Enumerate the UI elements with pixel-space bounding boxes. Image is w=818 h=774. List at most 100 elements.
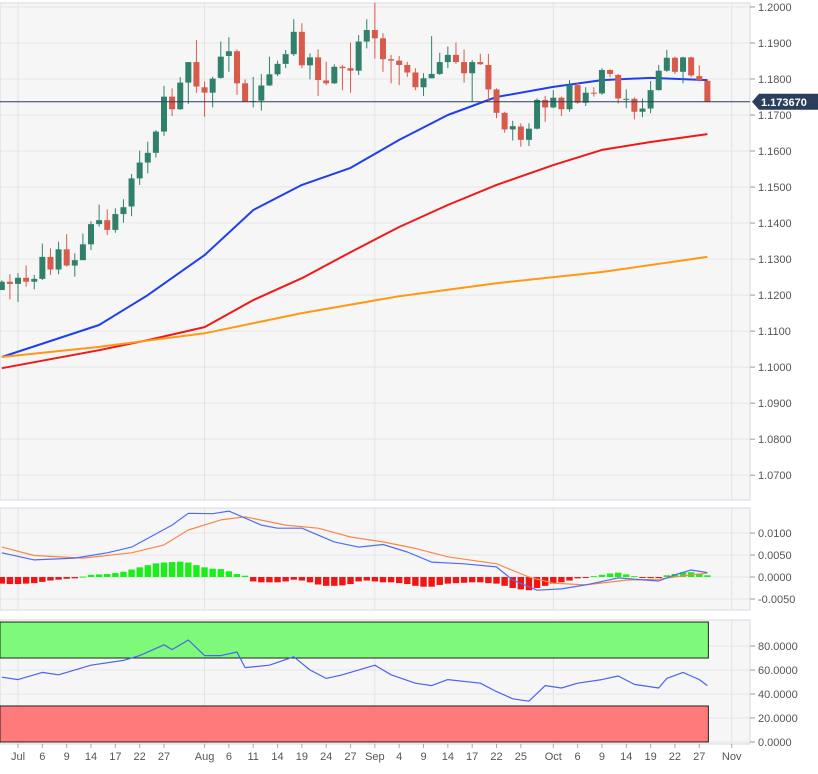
macd-histogram-bar-negative [323,577,330,586]
candle-up [152,131,159,153]
macd-histogram-bar-negative [6,577,14,585]
macd-histogram-bar-negative [298,577,306,581]
macd-histogram-bar-negative [274,577,281,583]
x-tick-label: Jul [11,751,25,763]
macd-histogram-bar-negative [282,577,289,582]
macd-histogram-bar-negative [71,577,78,579]
x-tick-label: 6 [39,751,45,763]
macd-histogram-bar-negative [31,577,38,584]
x-tick-label: 17 [466,751,478,763]
price-y-tick-label: 1.1500 [758,182,792,194]
macd-histogram-bar-negative [493,577,500,584]
macd-histogram-bar-positive [704,575,711,578]
macd-histogram-bar-negative [509,577,516,589]
macd-histogram-bar-negative [363,577,370,581]
ma-fast-line [1,76,708,358]
x-tick-label: 19 [644,751,656,763]
x-tick-label: 6 [226,751,232,763]
macd-histogram-bar-negative [258,577,265,583]
candle-down [315,57,322,81]
candle-up [39,256,46,279]
candle-down [298,31,305,66]
price-y-tick-label: 1.1800 [758,74,792,86]
candle-up [185,62,192,83]
macd-histogram-bar-negative [339,577,346,586]
x-tick-label: 14 [620,751,632,763]
candle-up [428,73,435,79]
candle-down [193,62,200,87]
candle-down [404,64,411,73]
candle-up [582,92,589,103]
candle-up [274,63,281,75]
macd-histogram-bar-negative [582,577,589,579]
x-tick-label: Nov [722,751,742,763]
candle-down [47,256,54,270]
candle-up [598,69,605,94]
candle-up [217,56,224,78]
candle-down [104,220,111,230]
macd-histogram-bar-negative [468,577,476,583]
candle-up [509,126,516,130]
x-tick-label: 27 [693,751,705,763]
macd-histogram-bar-negative [290,577,297,580]
price-y-tick-label: 1.0800 [758,434,792,446]
x-tick-label: 25 [515,751,527,763]
macd-y-tick-label: 0.0100 [758,528,792,540]
candle-up [71,260,78,266]
macd-histogram-bar-negative [371,577,379,582]
price-y-tick-label: 1.2000 [758,2,792,14]
candle-up [282,54,289,64]
macd-histogram-bar-negative [395,577,403,584]
candle-up [209,78,216,93]
macd-histogram-bar-positive [152,563,160,578]
candle-down [339,66,346,69]
candle-down [696,76,703,81]
price-y-tick-label: 1.1600 [758,146,792,158]
macd-histogram-bar-positive [136,567,143,578]
x-tick-label: 27 [344,751,356,763]
macd-histogram-bar-negative [574,577,581,579]
ma-mid-line [1,133,708,370]
rsi-overbought-zone [0,621,709,659]
macd-histogram-bar-positive [177,561,184,578]
macd-histogram-bar-positive [201,567,208,578]
candle-up [436,62,443,74]
macd-histogram-bar-positive [590,576,598,578]
price-y-tick-label: 1.0900 [758,398,792,410]
macd-histogram-bar-negative [47,577,54,581]
candle-down [704,80,711,103]
macd-histogram-bar-negative [566,577,573,581]
last-price-badge [752,93,818,110]
candle-up [120,207,127,215]
candle-down [396,60,403,65]
price-y-tick-label: 1.1200 [758,290,792,302]
macd-histogram-bar-negative [436,577,443,585]
candle-up [0,281,5,291]
rsi-line [1,639,708,702]
macd-histogram-bar-negative [404,577,411,585]
macd-histogram-bar-negative [355,577,362,582]
macd-histogram-bar-positive [79,576,87,578]
candle-down [452,54,459,63]
macd-histogram-bar-negative [460,577,468,583]
macd-histogram-bar-negative [655,577,662,579]
candle-down [379,38,386,60]
macd-histogram-bar-negative [0,577,6,584]
candle-down [371,30,378,39]
macd-histogram-bar-negative [63,577,70,579]
macd-histogram-bar-negative [501,577,508,586]
candle-down [688,57,695,76]
macd-histogram-bar-positive [168,562,176,578]
price-y-tick-label: 1.1400 [758,218,792,230]
macd-histogram-bar-positive [128,569,135,578]
macd-histogram-bar-negative [266,577,273,583]
candle-up [96,220,103,225]
macd-histogram-bar-negative [639,577,646,579]
candle-down [6,281,13,284]
macd-histogram-bar-positive [112,573,119,578]
price-y-tick-label: 1.1900 [758,38,792,50]
rsi-y-tick-label: 40.0000 [758,689,798,701]
x-tick-label: Oct [545,751,562,763]
macd-histogram-bar-negative [452,577,460,584]
